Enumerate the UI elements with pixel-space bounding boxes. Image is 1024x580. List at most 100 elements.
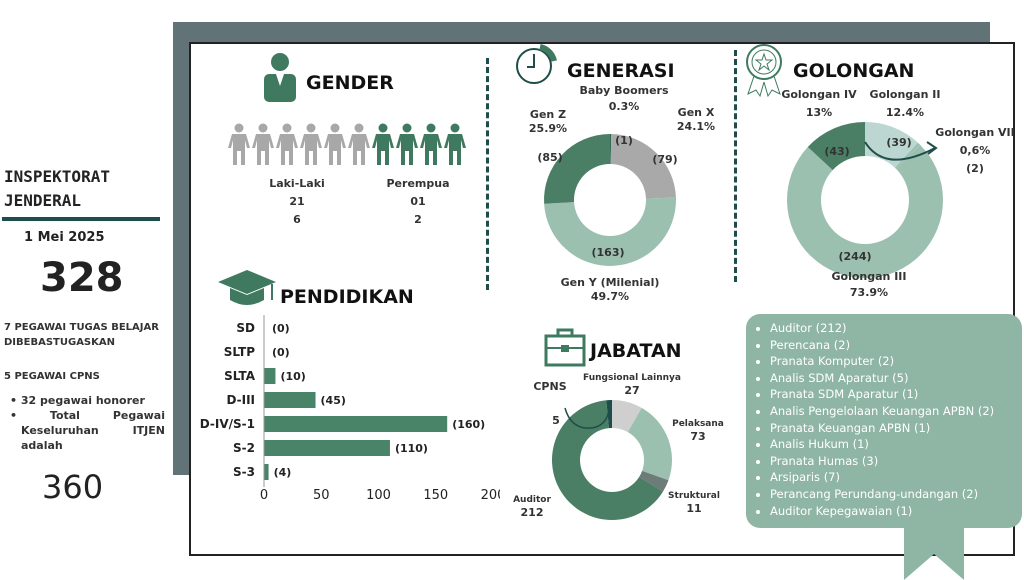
bar	[264, 368, 276, 384]
pct-golongan-vii: 0,6%	[960, 144, 991, 157]
value-label: (0)	[272, 346, 290, 359]
female-person-icon	[396, 123, 418, 165]
golongan-title: GOLONGAN	[793, 60, 915, 82]
pct-golongan-iii: 73.9%	[850, 286, 888, 299]
label-struktural: Struktural	[668, 491, 720, 501]
graduation-cap-icon	[218, 270, 276, 305]
male-value-2: 6	[293, 213, 301, 226]
male-value-1: 21	[289, 195, 305, 208]
date: 1 Mei 2025	[24, 230, 105, 245]
note-study: 7 PEGAWAI TUGAS BELAJAR DIBEBASTUGASKAN	[4, 322, 159, 348]
x-tick-label: 200	[481, 488, 500, 503]
category-label: SLTP	[224, 345, 255, 359]
female-person-icon	[420, 123, 442, 165]
list-item: Auditor (212)	[770, 320, 1022, 337]
label-golongan-ii: Golongan II	[870, 88, 941, 101]
donut-slice	[627, 407, 672, 481]
value-cpns: 5	[552, 414, 560, 427]
label-golongan-iii: Golongan III	[832, 270, 907, 283]
value-label: (45)	[321, 394, 346, 407]
value-struktural: 11	[686, 502, 701, 515]
female-value-2: 2	[414, 213, 422, 226]
golongan-donut-chart: Golongan IV 13% Golongan II 12.4% Golongan V…	[781, 88, 1014, 299]
list-item: Pranata Komputer (2)	[770, 353, 1022, 370]
pct-gen-y: 49.7%	[591, 290, 629, 303]
value-baby-boomers: (1)	[615, 134, 633, 147]
donut-slice	[544, 134, 610, 204]
donut-slice	[787, 144, 943, 278]
list-item: Arsiparis (7)	[770, 469, 1022, 486]
list-item: Pranata Keuangan APBN (1)	[770, 420, 1022, 437]
category-label: D-III	[226, 393, 255, 407]
pendidikan-bar-chart: SD (0) SLTP (0) SLTA (10) D-III (45) D-IV/S-1 (16…	[200, 315, 500, 503]
label-pelaksana: Pelaksana	[672, 419, 724, 429]
donut-slice	[610, 134, 612, 165]
pct-gen-z: 25.9%	[529, 122, 567, 135]
female-person-icon	[372, 123, 394, 165]
clock-icon	[516, 44, 557, 84]
female-stats: Perempua 01 2	[380, 175, 456, 229]
value-label: (160)	[452, 418, 485, 431]
donut-slice	[552, 400, 663, 520]
bullet-honorer: • 32 pegawai honorer	[10, 394, 145, 407]
value-label: (110)	[395, 442, 428, 455]
briefcase-icon	[544, 328, 586, 367]
divider	[2, 217, 160, 221]
donut-slice	[894, 142, 921, 169]
category-label: SLTA	[224, 369, 256, 383]
org-line2: JENDERAL	[4, 191, 82, 210]
label-gen-z: Gen Z	[530, 108, 566, 121]
list-item: Pranata Humas (3)	[770, 453, 1022, 470]
bullet-list: • 32 pegawai honorer • Total Pegawai Kes…	[10, 393, 165, 453]
pendidikan-title: PENDIDIKAN	[280, 286, 414, 308]
female-label: Perempua	[386, 177, 450, 190]
value-label: (10)	[280, 370, 305, 383]
value-auditor: 212	[521, 506, 544, 519]
employee-total: 328	[40, 255, 124, 301]
male-person-icon	[276, 123, 298, 165]
pct-golongan-ii: 12.4%	[886, 106, 924, 119]
grand-total: 360	[42, 468, 104, 506]
x-tick-label: 100	[366, 488, 391, 503]
male-person-icon	[228, 123, 250, 165]
pct-golongan-iv: 13%	[806, 106, 832, 119]
list-item: Auditor Kepegawaian (1)	[770, 503, 1022, 520]
female-value-1: 01	[410, 195, 426, 208]
arrow-icon	[564, 399, 611, 429]
donut-slice	[807, 122, 865, 171]
label-auditor: Auditor	[513, 495, 551, 505]
donut-slice	[639, 470, 669, 492]
pct-gen-x: 24.1%	[677, 120, 715, 133]
donut-slice	[610, 134, 676, 199]
org-title: INSPEKTORAT JENDERAL	[4, 165, 110, 213]
list-item: Analis SDM Aparatur (5)	[770, 370, 1022, 387]
label-baby-boomers: Baby Boomers	[579, 84, 669, 97]
list-item: Perancang Perundang-undangan (2)	[770, 486, 1022, 503]
value-gen-y: (163)	[591, 246, 624, 259]
list-item: Pranata SDM Aparatur (1)	[770, 386, 1022, 403]
org-line1: INSPEKTORAT	[4, 167, 110, 186]
male-person-icon	[348, 123, 370, 165]
value-golongan-iv: (43)	[824, 145, 849, 158]
label-fungsional-lainnya: Fungsional Lainnya	[583, 373, 681, 383]
value-fungsional-lainnya: 27	[624, 384, 639, 397]
label-cpns: CPNS	[533, 380, 566, 393]
bar	[264, 440, 390, 456]
category-label: D-IV/S-1	[200, 417, 255, 431]
arrow-head-icon	[926, 141, 938, 155]
value-label: (0)	[272, 322, 290, 335]
value-golongan-iii: (244)	[838, 250, 871, 263]
value-gen-x: (79)	[652, 153, 677, 166]
bar	[264, 464, 269, 480]
person-icon	[264, 53, 296, 102]
bar	[264, 416, 448, 432]
donut-slice	[606, 400, 612, 429]
gender-pictogram	[228, 123, 468, 167]
male-label: Laki-Laki	[269, 177, 325, 190]
bullet-total: • Total Pegawai Keseluruhan ITJEN adalah	[10, 409, 165, 452]
label-golongan-iv: Golongan IV	[781, 88, 857, 101]
jabatan-title: JABATAN	[590, 340, 682, 362]
category-label: S-2	[233, 441, 255, 455]
value-gen-z: (85)	[537, 151, 562, 164]
